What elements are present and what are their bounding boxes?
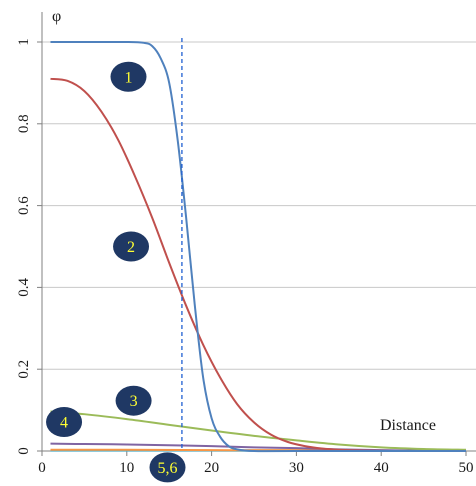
y-tick-labels: 0 0.2 0.4 0.6 0.8 1 xyxy=(16,38,32,455)
marker-ellipse xyxy=(46,406,83,437)
x-tick-label: 10 xyxy=(119,460,134,476)
x-tick-labels: 0 10 20 30 40 50 xyxy=(38,460,473,476)
series-marker-3: 3 xyxy=(115,385,152,416)
marker-ellipse xyxy=(113,231,150,262)
series-marker-2: 2 xyxy=(113,231,150,262)
axes xyxy=(37,12,476,456)
y-tick-label: 0 xyxy=(16,447,32,455)
marker-label: 5,6 xyxy=(158,460,178,477)
series-line-1 xyxy=(50,40,466,453)
gridlines xyxy=(42,41,476,370)
series-marker-1: 1 xyxy=(110,61,147,92)
y-tick-label: 0.2 xyxy=(16,360,32,379)
y-tick-label: 0.8 xyxy=(16,114,32,133)
marker-label: 1 xyxy=(124,69,132,86)
series-marker-5-6: 5,6 xyxy=(149,452,186,483)
y-tick-label: 0.4 xyxy=(16,278,32,297)
series-line-3 xyxy=(50,410,467,451)
x-tick-label: 0 xyxy=(38,460,46,476)
y-axis-label: φ xyxy=(52,8,61,25)
marker-ellipse xyxy=(110,61,147,92)
series-lines xyxy=(50,40,467,453)
series-line-2 xyxy=(50,77,467,453)
series-marker-4: 4 xyxy=(46,406,83,437)
x-tick-label: 20 xyxy=(204,460,219,476)
marker-ellipse xyxy=(115,385,152,416)
marker-label: 4 xyxy=(60,414,68,431)
y-tick-label: 0.6 xyxy=(16,196,32,215)
marker-label: 3 xyxy=(130,393,138,410)
x-tick-label: 30 xyxy=(289,460,304,476)
series-markers: 1 2 3 4 5,6 xyxy=(46,61,186,483)
y-tick-label: 1 xyxy=(16,38,32,46)
x-axis-label: Distance xyxy=(380,417,436,434)
x-tick-label: 50 xyxy=(459,460,474,476)
marker-ellipse xyxy=(149,452,186,483)
x-tick-label: 40 xyxy=(374,460,389,476)
marker-label: 2 xyxy=(127,239,135,256)
